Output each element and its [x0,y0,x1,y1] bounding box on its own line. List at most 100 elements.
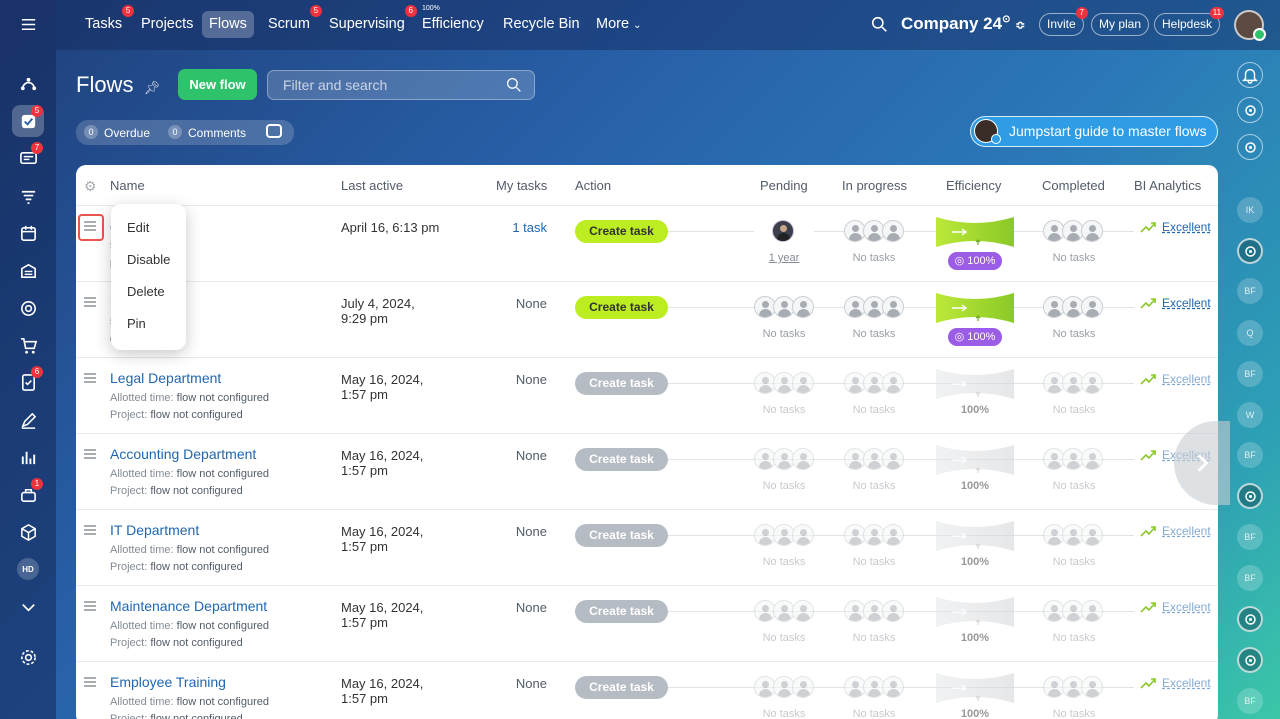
in-progress-people[interactable] [844,676,904,700]
in-progress-people[interactable] [844,524,904,548]
pending-sub[interactable]: 1 year [768,252,800,264]
tab-flows[interactable]: Flows [202,11,254,38]
tab-supervising[interactable]: Supervising 6 [322,5,417,38]
bi-analytics-link[interactable]: Excellent [1162,524,1211,538]
create-task-button[interactable]: Create task [575,220,668,243]
create-task-button[interactable]: Create task [575,372,668,395]
activity-stream-icon[interactable] [12,68,44,100]
flow-name-link[interactable]: Maintenance Department [110,598,268,614]
shop-cart-icon[interactable] [12,329,44,361]
calendar-icon[interactable] [12,217,44,249]
jumpstart-guide-button[interactable]: Jumpstart guide to master flows [970,116,1218,147]
analytics-icon[interactable] [12,441,44,473]
completed-people[interactable] [1043,676,1103,700]
contact-avatar[interactable]: BF [1237,688,1263,714]
more-chevron-icon[interactable] [12,591,44,623]
contact-avatar[interactable]: BF [1237,278,1263,304]
table-settings-gear-icon[interactable]: ⚙ [84,178,97,194]
header-my-tasks[interactable]: My tasks [496,178,548,193]
bi-analytics-link[interactable]: Excellent [1162,676,1211,690]
pin-icon[interactable]: 📌︎ [143,80,161,95]
completed-people[interactable] [1043,372,1103,396]
in-progress-people[interactable] [844,372,904,396]
copilot-chat-icon[interactable] [1237,238,1263,264]
tab-more[interactable]: More ⌄ [596,16,642,32]
my-tasks[interactable]: 1 task [512,220,547,235]
bi-analytics-link[interactable]: Excellent [1162,220,1211,234]
completed-people[interactable] [1043,296,1103,320]
drag-handle-icon[interactable] [84,601,96,611]
header-name[interactable]: Name [110,178,145,193]
drag-handle-icon[interactable] [84,373,96,383]
hamburger-menu-icon[interactable] [12,8,44,40]
copilot-icon[interactable] [1237,97,1263,123]
contact-avatar[interactable]: IK [1237,197,1263,223]
company-name[interactable]: Company 24⊙ ≎ [901,14,1026,33]
contact-avatar[interactable]: BF [1237,565,1263,591]
pending-people[interactable] [754,524,814,548]
automation-icon[interactable]: 1 [12,478,44,510]
contact-avatar[interactable]: BF [1237,442,1263,468]
flow-name-link[interactable]: Accounting Department [110,446,257,462]
search-icon[interactable] [506,77,522,98]
messenger-icon[interactable]: 7 [12,142,44,174]
search-input[interactable] [283,71,503,99]
tab-projects[interactable]: Projects [141,16,194,32]
pending-people[interactable] [754,676,814,700]
tab-efficiency[interactable]: Efficiency 100% [422,5,484,32]
drag-handle-icon[interactable] [84,525,96,535]
flow-name-link[interactable]: Legal Department [110,370,222,386]
flow-name-link[interactable]: IT Department [110,522,200,538]
copilot-chat-icon[interactable] [1237,483,1263,509]
user-avatar[interactable] [1234,10,1266,41]
contact-avatar[interactable]: Q [1237,320,1263,346]
settings-gear-icon[interactable] [12,641,44,673]
pending-people[interactable] [754,296,814,320]
helpdesk-button[interactable]: Helpdesk 11 [1154,7,1225,36]
completed-people[interactable] [1043,448,1103,472]
bi-analytics-link[interactable]: Excellent [1162,296,1211,310]
create-task-button[interactable]: Create task [575,524,668,547]
tasks-icon[interactable]: 5 [12,105,44,137]
marketing-icon[interactable] [12,292,44,324]
contact-avatar[interactable]: BF [1237,524,1263,550]
contact-avatar[interactable]: W [1237,402,1263,428]
crm-funnel-icon[interactable] [12,180,44,212]
pending-people[interactable] [754,220,814,244]
create-task-button[interactable]: Create task [575,600,668,623]
tab-scrum[interactable]: Scrum 5 [261,5,322,38]
sign-icon[interactable] [12,404,44,436]
menu-item-delete[interactable]: Delete [127,284,165,299]
create-task-button[interactable]: Create task [575,296,668,319]
pending-people[interactable] [754,448,814,472]
drag-handle-icon[interactable] [84,677,96,687]
header-last-active[interactable]: Last active [341,178,404,193]
drag-handle-icon[interactable] [84,297,96,307]
inventory-icon[interactable] [12,254,44,286]
comments-filter[interactable]: Comments [188,126,247,140]
menu-item-pin[interactable]: Pin [127,316,146,331]
read-all-icon[interactable] [266,124,282,138]
drag-handle-icon[interactable] [84,221,96,231]
in-progress-people[interactable] [844,220,904,244]
completed-people[interactable] [1043,220,1103,244]
chat-sync-icon[interactable] [1237,134,1263,160]
notifications-bell-icon[interactable] [1237,62,1263,88]
search-icon[interactable] [871,16,888,33]
new-flow-button[interactable]: New flow [178,69,257,100]
contact-avatar[interactable]: BF [1237,361,1263,387]
menu-item-disable[interactable]: Disable [127,252,171,267]
flow-name-link[interactable]: Employee Training [110,674,226,690]
tab-recycle-bin[interactable]: Recycle Bin [503,16,580,32]
documents-icon[interactable]: 6 [12,366,44,398]
copilot-chat-icon[interactable] [1237,606,1263,632]
tab-tasks[interactable]: Tasks 5 [78,5,135,38]
pending-people[interactable] [754,600,814,624]
helpdesk-avatar[interactable]: HD [12,553,44,585]
completed-people[interactable] [1043,600,1103,624]
copilot-chat-icon[interactable] [1237,647,1263,673]
drag-handle-icon[interactable] [84,449,96,459]
pending-people[interactable] [754,372,814,396]
in-progress-people[interactable] [844,448,904,472]
overdue-filter[interactable]: Overdue [104,126,151,140]
